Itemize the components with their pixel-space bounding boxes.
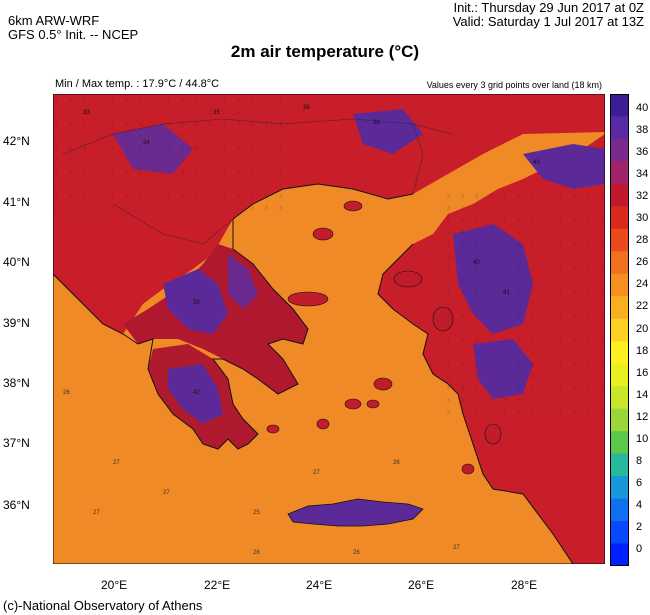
hot-zone-thessaly: [163, 269, 228, 334]
aegean-islands: [266, 200, 502, 475]
land-grid-value: 39: [193, 300, 200, 306]
land-grid-value: 36: [303, 105, 310, 111]
colorbar-segment: [610, 521, 629, 545]
land-grid-value: 40: [473, 260, 480, 266]
grid-note: Values every 3 grid points over land (18…: [426, 80, 602, 90]
sea-grid-value: 26: [253, 550, 260, 556]
colorbar-label: 0: [636, 543, 643, 555]
colorbar-segment: [610, 408, 629, 432]
land-grid-value: 41: [503, 290, 510, 296]
latitude-label: 37°N: [3, 436, 30, 450]
colorbar-label: 20: [636, 322, 649, 335]
colorbar-segment: [610, 431, 629, 455]
longitude-label: 20°E: [101, 578, 128, 592]
land-grid-value: 38: [373, 120, 380, 126]
colorbar-label: 24: [636, 278, 649, 291]
land-grid-value: 43: [533, 160, 540, 166]
land-grid-value: 42: [193, 390, 200, 396]
colorbar-label: 6: [636, 476, 643, 489]
colorbar-segment: [610, 453, 629, 477]
latitude-label: 41°N: [3, 195, 30, 209]
colorbar-segment: [610, 273, 629, 297]
colorbar-label: 18: [636, 344, 649, 357]
colorbar-segment: [610, 116, 629, 140]
sea-grid-value: 26: [63, 390, 70, 396]
colorbar-segment: [610, 386, 629, 410]
latitude-label: 40°N: [3, 255, 30, 269]
colorbar-label: 32: [636, 190, 649, 203]
sea-grid-value: 27: [313, 470, 320, 476]
land-crete: [287, 498, 424, 527]
colorbar-segment: [610, 161, 629, 185]
land-grid-value: 35: [213, 110, 220, 116]
longitude-label: 28°E: [511, 578, 538, 592]
hot-zone-peloponnese: [168, 364, 223, 424]
latitude-label: 38°N: [3, 376, 30, 390]
colorbar-segment: [610, 363, 629, 387]
colorbar-segment: [610, 498, 629, 522]
colorbar-label: 26: [636, 256, 649, 269]
colorbar-label: 2: [636, 520, 643, 533]
colorbar-label: 8: [636, 454, 643, 467]
colorbar-label: 14: [636, 388, 649, 401]
valid-time: Valid: Saturday 1 Jul 2017 at 13Z: [452, 14, 644, 29]
colorbar-label: 22: [636, 300, 649, 313]
colorbar-segment: [610, 251, 629, 275]
sea-grid-value: 27: [163, 490, 170, 496]
colorbar-label: 16: [636, 366, 649, 379]
colorbar-label: 28: [636, 234, 649, 247]
colorbar-label: 10: [636, 432, 649, 445]
colorbar-segment: [610, 296, 629, 320]
colorbar-label: 36: [636, 146, 649, 159]
colorbar-segment: [610, 228, 629, 252]
land-grid-value: 33: [83, 110, 90, 116]
colorbar-label: 38: [636, 124, 649, 137]
colorbar-segment: [610, 476, 629, 500]
sea-grid-value: 26: [393, 460, 400, 466]
land-grid-value: 34: [143, 140, 150, 146]
colorbar-segment: [610, 341, 629, 365]
longitude-label: 22°E: [204, 578, 231, 592]
longitude-label: 24°E: [306, 578, 333, 592]
colorbar-segment: [610, 318, 629, 342]
colorbar: [610, 94, 629, 566]
model-name: 6km ARW-WRF: [8, 13, 100, 28]
colorbar-segment: [610, 138, 629, 162]
coastlines: [53, 183, 574, 564]
colorbar-segment: [610, 183, 629, 207]
colorbar-segment: [610, 94, 629, 117]
sea-grid-value: 25: [253, 510, 260, 516]
sea-grid-value: 27: [93, 510, 100, 516]
colorbar-label: 34: [636, 168, 649, 181]
sea-grid-value: 26: [353, 550, 360, 556]
colorbar-label: 12: [636, 410, 649, 423]
latitude-label: 42°N: [3, 134, 30, 148]
init-source: GFS 0.5° Init. -- NCEP: [8, 27, 139, 42]
longitude-label: 26°E: [408, 578, 435, 592]
sea-grid-value: 27: [453, 545, 460, 551]
colorbar-label: 40: [636, 102, 649, 114]
min-max-temperature: Min / Max temp. : 17.9°C / 44.8°C: [55, 78, 220, 90]
colorbar-segment: [610, 543, 629, 566]
latitude-label: 39°N: [3, 316, 30, 330]
latitude-label: 36°N: [3, 498, 30, 512]
colorbar-label: 4: [636, 498, 643, 511]
credit-text: (c)-National Observatory of Athens: [3, 598, 203, 613]
colorbar-label: 30: [636, 212, 649, 225]
sea-grid-value: 27: [113, 460, 120, 466]
colorbar-segment: [610, 206, 629, 230]
init-time: Init.: Thursday 29 Jun 2017 at 0Z: [453, 0, 644, 15]
map-title: 2m air temperature (°C): [230, 42, 420, 61]
